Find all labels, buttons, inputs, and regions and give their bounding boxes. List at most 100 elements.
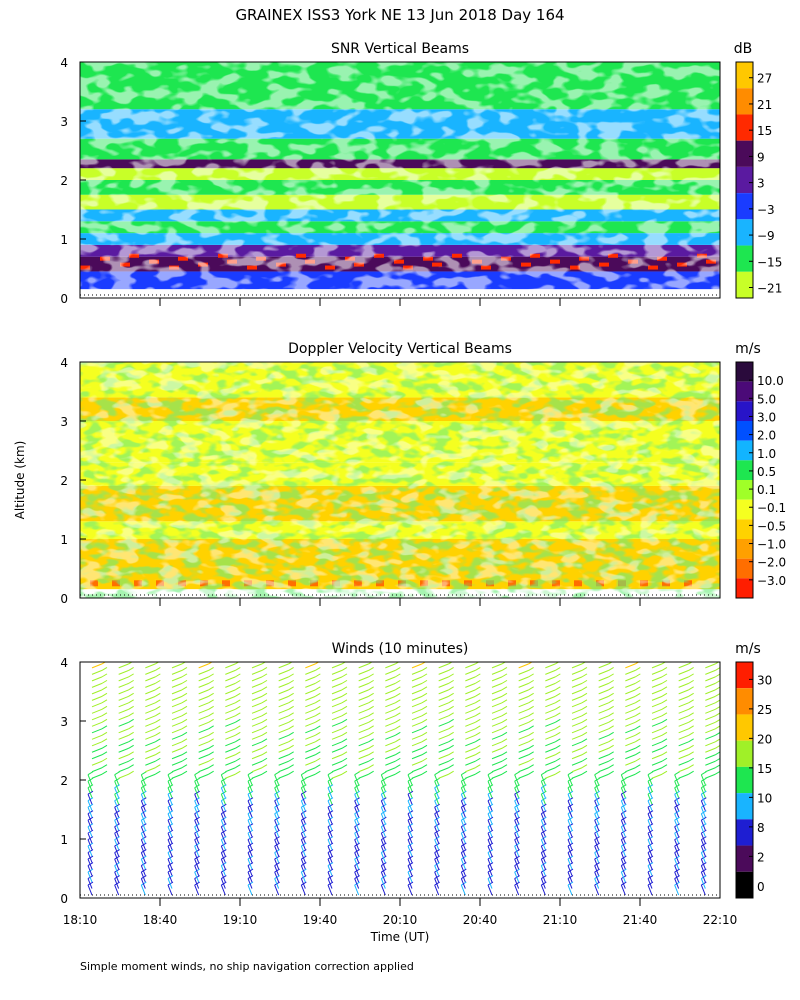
wind-barb (567, 832, 573, 844)
wind-barb (354, 800, 360, 811)
wind-barb (118, 669, 129, 675)
wind-barb-flag (235, 712, 241, 717)
wind-barb (274, 806, 280, 818)
wind-barb (407, 878, 413, 889)
wind-barb (567, 774, 573, 785)
wind-barb (251, 760, 263, 766)
wind-barb (385, 663, 396, 669)
wind-barb (114, 865, 120, 876)
wind-barb (87, 819, 93, 831)
wind-barb (358, 728, 369, 734)
wind-barb-flag (101, 731, 108, 736)
wind-barb (327, 865, 333, 876)
wind-barb-flag (235, 744, 241, 749)
wind-barb (647, 794, 653, 805)
wind-barb-flag (181, 679, 188, 684)
wind-barb (678, 676, 689, 682)
y-tick-label: 4 (60, 656, 68, 670)
wind-barb-flag (315, 731, 321, 736)
wind-barb-flag (288, 725, 294, 730)
wind-barb (598, 767, 609, 773)
wind-barb (118, 760, 129, 766)
wind-barb (678, 721, 689, 727)
wind-barb (225, 676, 236, 682)
wind-barb (278, 682, 289, 688)
snr-panel-title: SNR Vertical Beams (331, 41, 469, 57)
wind-barb-flag (555, 744, 561, 749)
wind-barb (594, 858, 600, 870)
wind-barb (438, 695, 449, 701)
colorbar-swatch (736, 219, 753, 246)
wind-barb (438, 708, 449, 714)
wind-barb (571, 728, 583, 734)
wind-barb (598, 669, 609, 675)
wind-barb (380, 826, 386, 837)
wind-barb-flag (421, 725, 428, 730)
wind-barb (518, 721, 529, 727)
wind-barb-flag (688, 718, 694, 723)
wind-barb (87, 852, 93, 863)
wind-barb (305, 754, 316, 760)
wind-barb-flag (528, 757, 534, 762)
wind-barb (305, 682, 316, 688)
wind-barb-flag (528, 744, 534, 749)
wind-barb (305, 734, 316, 740)
wind-barb (251, 715, 263, 721)
wind-barb (518, 741, 529, 747)
wind-barb (705, 702, 716, 708)
colorbar-tick-label: 2.0 (757, 429, 776, 443)
wind-barb (305, 721, 316, 727)
wind-barb (491, 695, 503, 701)
wind-barb-flag (315, 673, 321, 678)
wind-barb (274, 839, 280, 850)
wind-barb (460, 774, 466, 785)
wind-barb-flag (688, 666, 694, 671)
wind-barb (460, 839, 466, 850)
colorbar-tick-label: −2.0 (757, 556, 786, 570)
wind-barb-flag (341, 686, 348, 691)
y-tick-label: 1 (60, 533, 68, 547)
wind-barb (358, 747, 369, 753)
wind-barb-flag (288, 744, 294, 749)
wind-barb (354, 845, 360, 857)
wind-barb (220, 878, 226, 889)
wind-barb (647, 832, 653, 844)
wind-barb (167, 781, 173, 792)
wind-barb (620, 858, 626, 870)
wind-barb-flag (261, 718, 268, 723)
wind-barb (380, 781, 386, 792)
wind-barb-flag (635, 770, 641, 775)
wind-barb (198, 728, 209, 734)
wind-barb-flag (288, 738, 294, 743)
wind-barb (118, 695, 129, 701)
wind-barb (465, 695, 476, 701)
wind-barb (251, 754, 263, 760)
wind-barb (411, 721, 423, 727)
wind-barb (594, 884, 600, 896)
wind-barb-flag (261, 673, 268, 678)
wind-barb-flag (288, 666, 294, 671)
wind-barb (540, 800, 546, 811)
wind-barb-flag (528, 725, 534, 730)
wind-barb (407, 781, 413, 792)
wind-barb (514, 806, 520, 818)
wind-barb (198, 689, 209, 695)
wind-barb (167, 865, 173, 876)
wind-barb-flag (128, 712, 134, 717)
wind-barb (438, 741, 449, 747)
wind-barb (331, 721, 343, 727)
wind-barb (594, 871, 600, 883)
wind-barb (407, 826, 413, 837)
wind-barb (251, 708, 263, 714)
wind-barb (114, 832, 120, 844)
wind-barb (514, 781, 520, 792)
wind-barb (167, 774, 173, 785)
y-tick-label: 4 (60, 56, 68, 70)
wind-barb (87, 806, 93, 818)
wind-barb-flag (341, 705, 348, 710)
wind-barb (620, 813, 626, 824)
wind-barb (700, 781, 706, 792)
wind-barb-flag (688, 712, 694, 717)
wind-barb (167, 839, 173, 850)
y-tick-label: 2 (60, 774, 68, 788)
